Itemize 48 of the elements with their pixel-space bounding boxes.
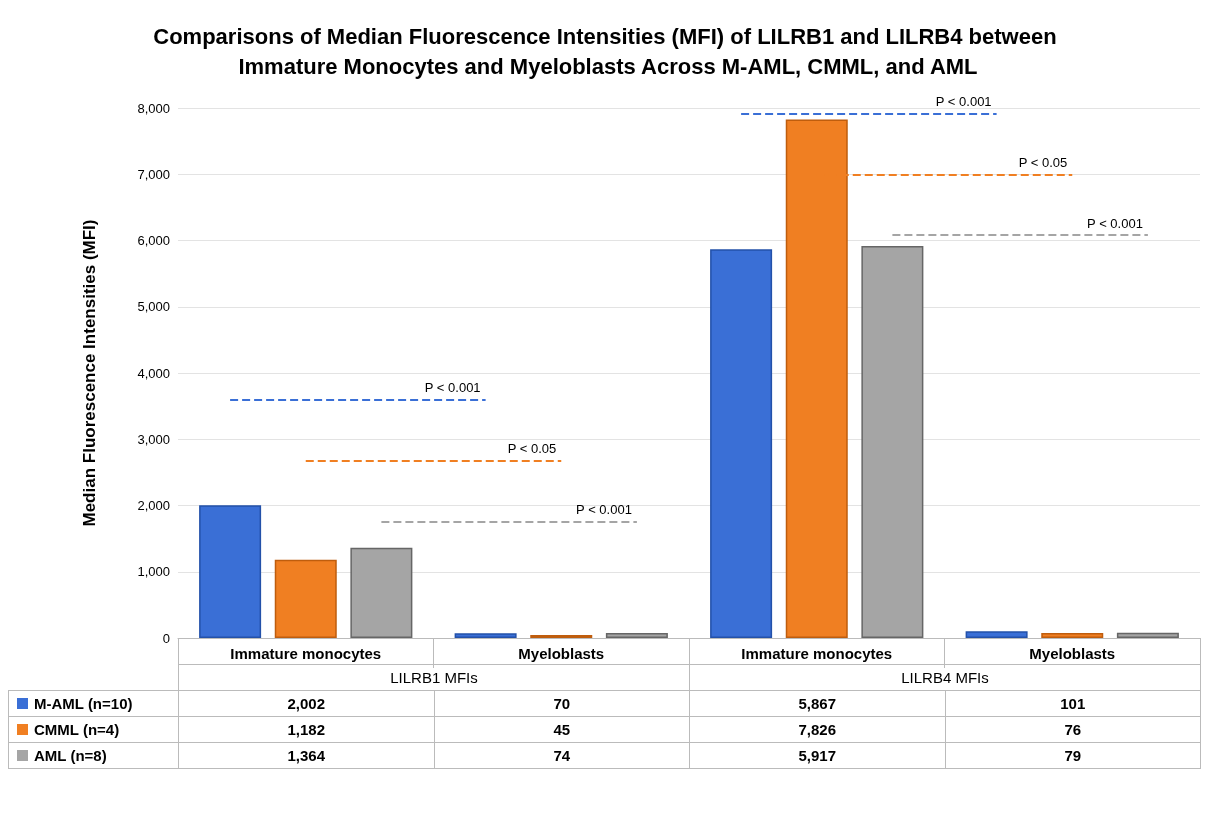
annotation: P < 0.001 [576,502,632,518]
bar [454,633,517,638]
bar [965,631,1028,638]
y-tick-label: 8,000 [137,100,170,116]
annotation: P < 0.05 [1018,155,1068,171]
data-label: 76 [945,716,1201,743]
data-label: 1,364 [178,742,434,769]
bar [861,246,924,638]
data-label: 74 [434,742,690,769]
chart-title: Comparisons of Median Fluorescence Intensities (MFI) of LILRB1 and LILRB4 between Immature Monocytes and Myeloblasts Across M-AML, CMML, and AML [153,23,1063,79]
bar [605,633,668,638]
y-tick-label: 7,000 [137,166,170,182]
data-label: 45 [434,716,690,743]
x-tick-label: Myeloblasts [1029,645,1116,662]
text: LILRB1 MFIs [178,664,690,691]
y-tick-label: 4,000 [137,365,170,381]
bar [1116,632,1179,638]
y-tick-label: 5,000 [137,299,170,315]
y-tick-label: 2,000 [137,498,170,513]
data-label: 79 [945,742,1201,769]
data-label: 70 [434,690,690,717]
x-tick-label: Immature monocytes [230,645,382,662]
annotation: P < 0.001 [424,380,481,396]
y-tick-label: 3,000 [137,431,170,447]
annotation: P < 0.001 [935,94,992,110]
x-tick-label: Myeloblasts [518,645,605,662]
data-label: 1,182 [178,716,434,743]
x-tick-label: Immature monocytes [741,645,893,662]
y-tick-label: 6,000 [137,233,170,248]
y-axis-title: Median Fluorescence Intensities (MFI) [80,219,99,527]
legend-label: M-AML (n=10) [8,690,179,717]
bar [274,559,337,638]
bar [710,249,773,638]
data-label: 2,002 [178,690,434,717]
data-label: 101 [945,690,1201,717]
data-label: 5,867 [689,690,945,717]
y-tick-label: 0 [162,630,170,646]
data-label: 5,917 [689,742,945,769]
bar [199,505,262,638]
bar [350,547,413,638]
bar [1041,632,1104,638]
annotation: P < 0.05 [507,441,557,457]
text: LILRB4 MFIs [689,664,1201,691]
legend-label: CMML (n=4) [8,716,179,743]
y-tick-label: 1,000 [137,564,170,580]
annotation: P < 0.001 [1087,216,1143,232]
legend-label: AML (n=8) [8,742,179,769]
data-label: 7,826 [689,716,945,743]
